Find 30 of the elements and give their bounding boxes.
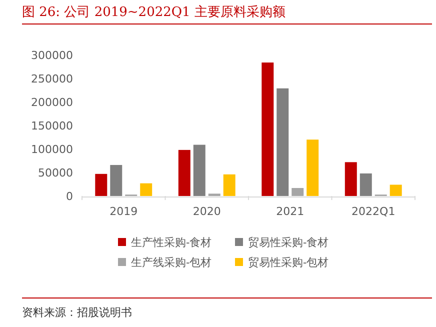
bar (292, 188, 304, 196)
legend-label: 贸易性采购-食材 (248, 236, 329, 249)
bar (262, 62, 274, 196)
x-tick-label: 2019 (110, 205, 138, 218)
bar (178, 150, 190, 196)
bar (193, 144, 206, 196)
bar (223, 174, 236, 196)
text: 资料来源：招股说明书 (22, 306, 132, 319)
bar (95, 174, 108, 196)
legend-label: 生产性采购-食材 (131, 236, 212, 249)
bar (140, 183, 152, 196)
x-tick-label: 2022Q1 (352, 205, 396, 218)
legend-label: 生产线采购-包材 (131, 256, 212, 269)
bar (110, 164, 122, 196)
x-tick-label: 2020 (192, 205, 221, 218)
bar (306, 140, 319, 196)
bar (344, 162, 357, 196)
y-tick-label: 300000 (31, 49, 73, 62)
legend-label: 贸易性采购-包材 (248, 256, 329, 269)
y-tick-label: 0 (66, 190, 73, 203)
bar (276, 88, 289, 196)
bar (390, 184, 402, 196)
y-tick-label: 150000 (31, 120, 73, 132)
y-tick-label: 250000 (31, 72, 73, 86)
bar (360, 173, 372, 196)
y-tick-label: 50000 (38, 166, 73, 180)
y-tick-label: 200000 (31, 96, 73, 109)
x-tick-label: 2021 (276, 205, 304, 218)
chart-title: 图 26: 公司 2019~2022Q1 主要原料采购额 (22, 4, 286, 20)
y-tick-label: 100000 (31, 143, 73, 156)
